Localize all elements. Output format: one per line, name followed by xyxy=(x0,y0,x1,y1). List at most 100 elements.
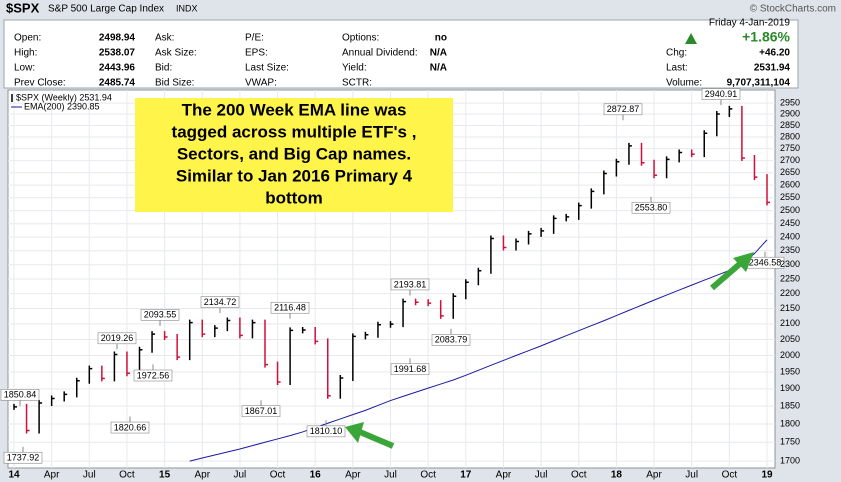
annotation-box xyxy=(270,301,310,314)
price-bar xyxy=(427,299,432,307)
y-tick-label: 2200 xyxy=(780,288,800,298)
price-bar xyxy=(665,156,670,179)
x-tick-label: 14 xyxy=(8,470,20,481)
annotation-label: 2116.48 xyxy=(274,303,306,313)
y-tick-label: 2550 xyxy=(780,192,800,202)
y-tick-label: 2950 xyxy=(780,97,800,107)
field-label: Last Size: xyxy=(245,63,289,74)
annotation-label: 1850.84 xyxy=(4,390,37,400)
price-bar xyxy=(352,333,356,381)
y-tick-label: 2900 xyxy=(780,109,800,119)
field-label: Yield: xyxy=(342,63,367,74)
y-tick-label: 2700 xyxy=(780,155,800,165)
price-bar xyxy=(63,391,68,402)
annotation-box xyxy=(390,363,430,376)
price-bar xyxy=(13,403,17,410)
y-tick-label: 1800 xyxy=(780,418,800,428)
up-arrow xyxy=(685,33,697,44)
exchange: INDX xyxy=(176,3,198,13)
field-value: 2498.94 xyxy=(99,33,136,44)
callout-line: The 200 Week EMA line was xyxy=(182,100,407,119)
price-bar xyxy=(276,361,281,386)
watermark: © StockCharts.com xyxy=(750,4,836,15)
symbol: $SPX xyxy=(6,0,40,15)
price-bar xyxy=(327,338,331,399)
annotation-label: 2093.55 xyxy=(144,310,177,320)
price-bar xyxy=(628,142,632,165)
price-bar xyxy=(452,293,457,319)
price-bar xyxy=(603,170,607,195)
field-label: Open: xyxy=(14,33,41,44)
price-bar xyxy=(50,395,55,407)
x-tick-label: Apr xyxy=(44,470,60,481)
x-tick-label: Jul xyxy=(234,470,247,481)
field-value: N/A xyxy=(430,63,447,74)
field-label: Prev Close: xyxy=(14,78,66,89)
callout-line: Sectors, and Big Cap names. xyxy=(177,144,411,163)
field-label: Bid Size: xyxy=(155,78,194,89)
x-tick-label: Apr xyxy=(345,470,361,481)
annotation-label: 2193.81 xyxy=(394,279,427,289)
x-tick-label: Apr xyxy=(496,470,512,481)
y-tick-label: 2300 xyxy=(780,259,800,269)
annotation-label: 2346.58 xyxy=(749,258,782,268)
callout-line: bottom xyxy=(265,188,323,207)
annotation-label: 2019.26 xyxy=(101,333,134,343)
x-tick-label: Jul xyxy=(685,470,698,481)
y-tick-label: 2050 xyxy=(780,334,800,344)
annotation-label: 2940.91 xyxy=(705,89,738,99)
arrow xyxy=(710,259,744,291)
x-tick-label: Apr xyxy=(646,470,662,481)
price-bar xyxy=(239,317,243,339)
arrow-head xyxy=(733,252,754,272)
price-bar xyxy=(402,298,407,328)
field-value: no xyxy=(435,33,447,44)
price-bar xyxy=(766,174,770,206)
price-bar xyxy=(490,235,494,274)
price-bar xyxy=(364,331,369,340)
price-bar xyxy=(25,403,30,434)
price-bar xyxy=(264,319,268,368)
price-bar xyxy=(615,158,620,177)
annotation-label: 2872.87 xyxy=(607,104,640,114)
annotation-box xyxy=(701,88,741,100)
y-tick-label: 2750 xyxy=(780,143,800,153)
price-bar xyxy=(414,298,419,306)
x-tick-label: 18 xyxy=(611,470,623,481)
annotation-label: 2134.72 xyxy=(204,297,237,307)
annotation-label: 2553.80 xyxy=(635,203,668,213)
field-label: VWAP: xyxy=(245,78,277,89)
field-label: Ask: xyxy=(155,33,174,44)
price-bar xyxy=(716,110,720,137)
y-tick-label: 2650 xyxy=(780,167,800,177)
index-name: S&P 500 Large Cap Index xyxy=(48,4,164,15)
price-bar xyxy=(113,351,118,382)
price-bar xyxy=(565,213,570,222)
x-tick-label: Jul xyxy=(535,470,548,481)
y-tick-label: 2800 xyxy=(780,131,800,141)
price-bar xyxy=(101,365,105,382)
y-tick-label: 2450 xyxy=(780,218,800,228)
x-tick-label: Oct xyxy=(571,470,587,481)
annotation-box xyxy=(603,103,643,116)
x-tick-label: Oct xyxy=(270,470,286,481)
price-bar xyxy=(201,319,206,338)
price-bar xyxy=(590,188,595,209)
y-tick-label: 2500 xyxy=(780,205,800,215)
price-bar xyxy=(690,149,695,158)
y-tick-label: 2000 xyxy=(780,350,800,360)
y-tick-label: 2150 xyxy=(780,303,800,313)
price-bar xyxy=(226,317,231,332)
x-tick-label: 17 xyxy=(460,470,472,481)
stat-value: +46.20 xyxy=(759,48,790,59)
annotation-box xyxy=(431,334,471,346)
price-bar xyxy=(678,149,683,163)
annotation-box xyxy=(140,309,180,321)
arrow-head xyxy=(345,422,364,443)
price-bar xyxy=(515,238,519,251)
price-bar xyxy=(301,327,306,334)
field-label: Annual Dividend: xyxy=(342,48,418,59)
y-tick-label: 1950 xyxy=(780,366,800,376)
annotation-box xyxy=(390,278,430,291)
